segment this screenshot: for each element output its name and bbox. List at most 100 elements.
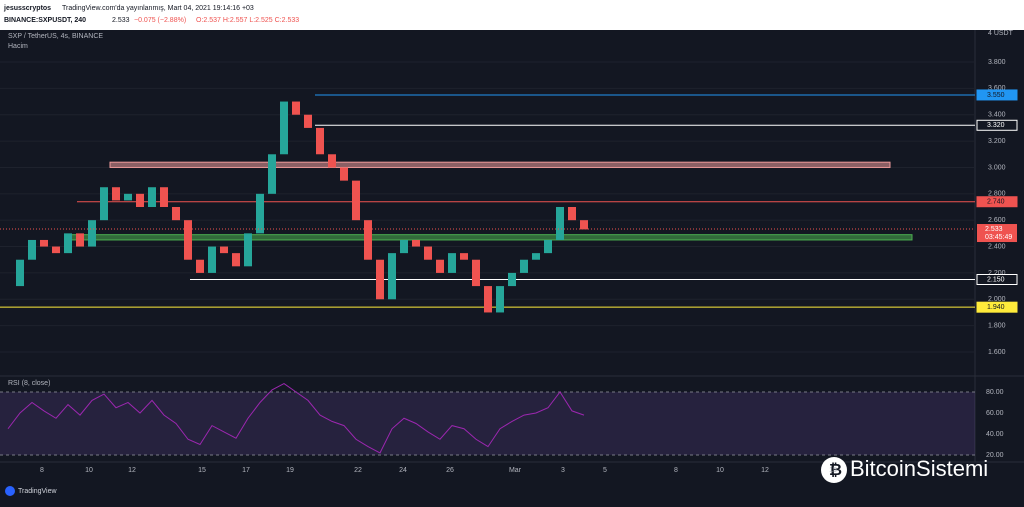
candle xyxy=(244,233,252,267)
x-tick-label: 12 xyxy=(128,467,136,474)
candle xyxy=(256,193,264,234)
candle xyxy=(460,253,468,260)
x-tick-label: 10 xyxy=(85,467,93,474)
rsi-tick-label: 60.00 xyxy=(986,410,1004,417)
y-tick-label: 3.000 xyxy=(988,164,1006,171)
x-tick-label: 12 xyxy=(761,467,769,474)
candle xyxy=(52,246,60,254)
author: jesusscryptos xyxy=(3,5,51,12)
y-tick-label: 1.600 xyxy=(988,349,1006,356)
tv-icon xyxy=(5,486,15,496)
y-tick-label: 3.400 xyxy=(988,112,1006,119)
candle xyxy=(220,246,228,254)
candle xyxy=(412,239,420,247)
candle xyxy=(184,220,192,260)
candle xyxy=(580,220,588,230)
y-tick-label: 2.800 xyxy=(988,191,1006,198)
x-tick-label: 22 xyxy=(354,467,362,474)
candle xyxy=(100,187,108,221)
zone xyxy=(64,234,913,241)
candle xyxy=(364,220,372,260)
zone xyxy=(109,161,891,168)
candle xyxy=(448,253,456,273)
candle xyxy=(436,259,444,273)
footer xyxy=(0,480,1024,502)
candle xyxy=(472,259,480,287)
candle xyxy=(508,272,516,287)
candle xyxy=(340,167,348,181)
logo: BitcoinSistemi xyxy=(850,456,988,481)
y-tick-label: 1.800 xyxy=(988,322,1006,329)
level-tag xyxy=(976,89,1018,101)
y-tick-label: 3.800 xyxy=(988,59,1006,66)
unit: 4 USDT xyxy=(988,30,1014,37)
candle xyxy=(196,259,204,273)
x-tick-label: 8 xyxy=(674,467,678,474)
y-tick-label: 2.400 xyxy=(988,243,1006,250)
candle xyxy=(40,239,48,247)
y-tick-label: 3.600 xyxy=(988,85,1006,92)
candle xyxy=(532,253,540,260)
candle xyxy=(292,101,300,115)
candle xyxy=(268,154,276,194)
legend: SXP / TetherUS, 4s, BINANCE xyxy=(8,33,103,40)
rsi-tick-label: 40.00 xyxy=(986,431,1004,438)
candle xyxy=(484,286,492,313)
candle xyxy=(112,187,120,201)
change: −0.075 (−2.88%) xyxy=(134,17,186,24)
candle xyxy=(388,253,396,300)
candle xyxy=(136,193,144,207)
header-bg xyxy=(0,0,1024,30)
x-tick-label: 15 xyxy=(829,467,837,474)
level-label: 1.940 xyxy=(987,304,1005,311)
logo-b: ₿ xyxy=(829,461,842,479)
x-tick-label: 26 xyxy=(446,467,454,474)
brand: TradingView xyxy=(18,488,57,495)
level-tag xyxy=(976,274,1018,285)
x-tick-label: 3 xyxy=(561,467,565,474)
current-timer: 03:45:49 xyxy=(985,234,1012,241)
candle xyxy=(328,154,336,168)
x-tick-label: 24 xyxy=(399,467,407,474)
candle xyxy=(148,187,156,207)
rsi-line xyxy=(7,383,585,454)
level-tag xyxy=(976,301,1018,313)
candle xyxy=(124,193,132,201)
rsi-tick-label: 20.00 xyxy=(986,452,1004,459)
candle xyxy=(160,187,168,207)
candle xyxy=(544,239,552,254)
logo-icon xyxy=(821,457,847,483)
current-label: 2.533 xyxy=(985,226,1003,233)
x-tick-label: 8 xyxy=(40,467,44,474)
x-tick-label: 10 xyxy=(716,467,724,474)
ohlc: O:2.537 H:2.557 L:2.525 C:2.533 xyxy=(196,17,299,24)
candle xyxy=(400,239,408,254)
symbol: BINANCE:SXPUSDT, 240 xyxy=(4,17,86,24)
level-label: 2.740 xyxy=(987,199,1005,206)
level-label: 2.150 xyxy=(987,276,1005,283)
x-tick-label: 17 xyxy=(242,467,250,474)
candle xyxy=(304,114,312,128)
candle xyxy=(16,259,24,287)
volume-label: Hacim xyxy=(8,43,28,50)
candle xyxy=(172,207,180,221)
x-tick-label: Mar xyxy=(509,467,522,474)
level-label: 3.320 xyxy=(987,122,1005,129)
candle xyxy=(568,207,576,221)
rsi-band xyxy=(0,392,975,455)
level-tag xyxy=(976,119,1018,131)
x-tick-label: 15 xyxy=(198,467,206,474)
candle xyxy=(64,233,72,254)
published: TradingView.com'da yayınlanmış, Mart 04,… xyxy=(62,5,254,12)
x-tick-label: 5 xyxy=(603,467,607,474)
candle xyxy=(520,259,528,273)
candle xyxy=(496,286,504,313)
candle xyxy=(280,101,288,155)
level-label: 3.550 xyxy=(987,92,1005,99)
level-tag xyxy=(976,196,1018,208)
candle xyxy=(208,246,216,273)
y-tick-label: 2.600 xyxy=(988,217,1006,224)
candle xyxy=(424,246,432,260)
